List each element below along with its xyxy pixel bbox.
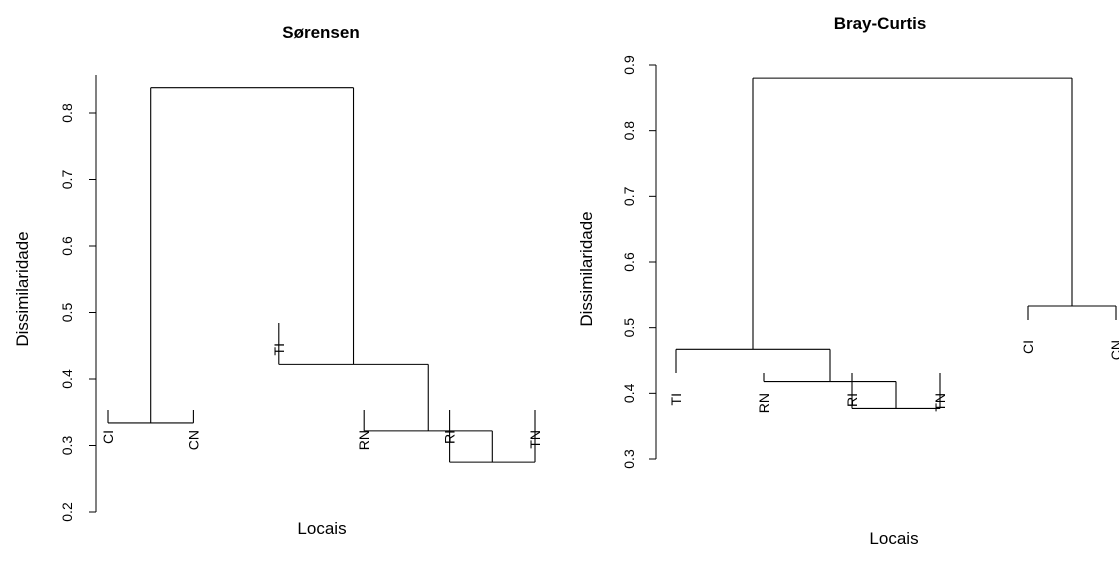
branches [107, 87, 536, 463]
leaf-label: CN [185, 430, 201, 450]
leaf-label: TI [668, 393, 684, 405]
leaf-label: RI [442, 430, 458, 444]
y-tick-label: 0.8 [59, 103, 75, 123]
leaf-label: CI [1020, 340, 1036, 354]
y-tick-label: 0.4 [621, 383, 637, 403]
leaf-label: TN [527, 430, 543, 449]
y-tick-label: 0.3 [621, 449, 637, 469]
leaf-label: RN [756, 393, 772, 413]
y-tick-label: 0.2 [59, 502, 75, 522]
chart-title: Sørensen [282, 23, 359, 42]
leaf-labels: CI CN TI RN RI TN [100, 343, 543, 450]
leaf-labels: TI RN RI TN CI CN [668, 340, 1119, 413]
leaf-label: CN [1108, 340, 1119, 360]
y-ticks: 0.2 0.3 0.4 0.5 0.6 0.7 0.8 [59, 103, 96, 522]
y-tick-label: 0.3 [59, 436, 75, 456]
y-tick-label: 0.7 [621, 186, 637, 206]
y-tick-label: 0.9 [621, 55, 637, 75]
leaf-label: TI [271, 343, 287, 355]
y-axis-label: Dissimilaridade [577, 211, 596, 326]
chart-title: Bray-Curtis [834, 14, 927, 33]
leaf-label: RN [356, 430, 372, 450]
leaf-label: CI [100, 430, 116, 444]
y-tick-label: 0.4 [59, 369, 75, 389]
x-axis-label: Locais [297, 519, 346, 538]
y-tick-label: 0.5 [621, 318, 637, 338]
y-tick-label: 0.5 [59, 303, 75, 323]
branches [675, 77, 1117, 409]
x-axis-label: Locais [869, 529, 918, 548]
leaf-label: RI [844, 393, 860, 407]
y-tick-label: 0.7 [59, 170, 75, 190]
dendrogram-sorensen: Sørensen Locais Dissimilaridade 0.20.30.… [13, 23, 543, 538]
y-tick-label: 0.6 [621, 252, 637, 272]
y-tick-label: 0.6 [59, 236, 75, 256]
leaf-label: TN [932, 393, 948, 412]
y-tick-label: 0.8 [621, 121, 637, 141]
dendrogram-bray-curtis: Bray-Curtis Locais Dissimilaridade 0.30.… [577, 14, 1119, 548]
y-axis-label: Dissimilaridade [13, 231, 32, 346]
y-ticks: 0.3 0.4 0.5 0.6 0.7 0.8 0.9 [621, 55, 656, 469]
